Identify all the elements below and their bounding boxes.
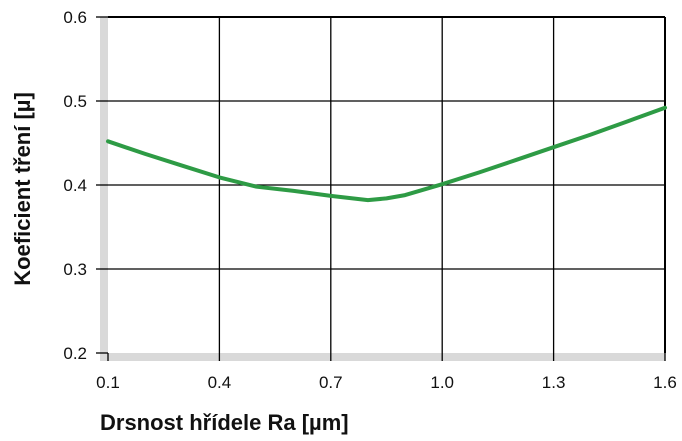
x-tick-labels: 0.1 0.4 0.7 1.0 1.3 1.6 bbox=[96, 373, 677, 392]
x-tick-label: 1.6 bbox=[653, 373, 677, 392]
series-layer bbox=[106, 105, 667, 203]
y-tick-label: 0.2 bbox=[63, 344, 87, 363]
y-tick-labels: 0.2 0.3 0.4 0.5 0.6 bbox=[63, 8, 87, 363]
left-frame-bar bbox=[100, 17, 108, 361]
x-tick-label: 0.4 bbox=[208, 373, 232, 392]
y-tick-label: 0.3 bbox=[63, 260, 87, 279]
y-tick-label: 0.4 bbox=[63, 176, 87, 195]
x-tick-label: 1.3 bbox=[542, 373, 566, 392]
x-tick-label: 0.1 bbox=[96, 373, 120, 392]
y-axis-title: Koeficient tření [µ] bbox=[10, 92, 35, 286]
grid-lines bbox=[96, 16, 666, 361]
bottom-frame-bar bbox=[100, 353, 665, 361]
x-axis-title: Drsnost hřídele Ra [µm] bbox=[100, 410, 349, 435]
x-tick-label: 1.0 bbox=[430, 373, 454, 392]
series-line bbox=[106, 105, 667, 203]
y-tick-label: 0.6 bbox=[63, 8, 87, 27]
plot-background bbox=[100, 17, 665, 361]
y-tick-label: 0.5 bbox=[63, 92, 87, 111]
x-tick-label: 0.7 bbox=[319, 373, 343, 392]
